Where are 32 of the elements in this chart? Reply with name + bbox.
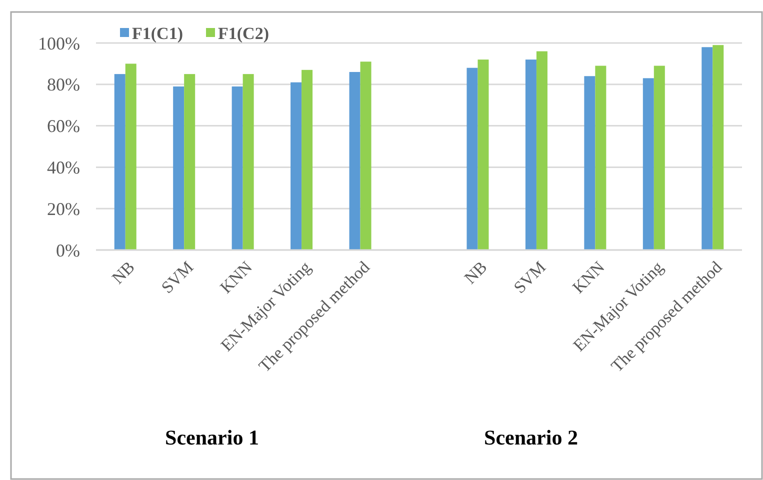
text: Scenario 1 bbox=[165, 425, 259, 450]
bar bbox=[302, 70, 313, 250]
x-tick-label: NB bbox=[460, 258, 491, 288]
bar bbox=[184, 74, 196, 250]
bar bbox=[536, 51, 548, 250]
bar bbox=[349, 72, 360, 250]
legend-label: F1(C1) bbox=[132, 24, 183, 43]
y-tick-label: 0% bbox=[56, 240, 80, 260]
bar bbox=[360, 62, 372, 250]
bar bbox=[125, 64, 136, 250]
y-tick-label: 80% bbox=[47, 74, 80, 95]
bar bbox=[584, 76, 596, 250]
bar bbox=[290, 82, 302, 250]
bar bbox=[712, 45, 724, 250]
bar bbox=[478, 60, 489, 250]
y-tick-label: 20% bbox=[47, 198, 80, 219]
bar bbox=[654, 66, 665, 250]
x-tick-label: NB bbox=[108, 258, 138, 288]
bar bbox=[466, 68, 478, 250]
text: Scenario 2 bbox=[484, 425, 578, 450]
bar bbox=[173, 86, 184, 250]
bar bbox=[232, 86, 243, 250]
bar bbox=[642, 78, 654, 250]
bar bbox=[702, 47, 713, 250]
y-tick-label: 100% bbox=[38, 33, 80, 54]
legend-label: F1(C2) bbox=[218, 24, 269, 43]
bar bbox=[114, 74, 126, 250]
bar bbox=[242, 74, 254, 250]
bar bbox=[595, 66, 606, 250]
y-tick-label: 60% bbox=[47, 116, 80, 136]
y-tick-label: 40% bbox=[47, 158, 80, 178]
bar bbox=[525, 60, 536, 250]
